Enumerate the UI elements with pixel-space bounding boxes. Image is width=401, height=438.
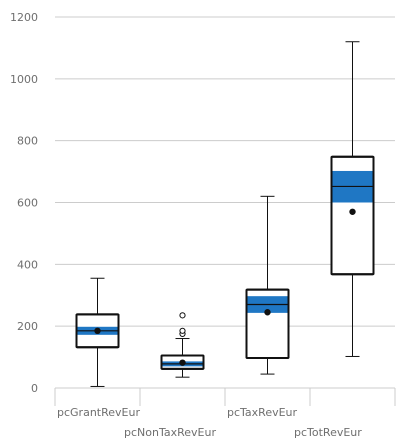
y-tick-label: 200 bbox=[17, 320, 38, 333]
x-category-label: pcTotRevEur bbox=[294, 426, 362, 438]
grid-lines bbox=[55, 16, 395, 327]
y-tick-label: 0 bbox=[31, 382, 38, 395]
x-axis: pcGrantRevEur pcNonTaxRevEur pcTaxRevEur pc… bbox=[54, 387, 396, 438]
box-pcTotRevEur bbox=[330, 41, 375, 357]
box-outline bbox=[245, 288, 290, 360]
y-tick-label: 800 bbox=[17, 135, 38, 148]
y-tick-label: 600 bbox=[17, 197, 38, 210]
y-tick-label: 1200 bbox=[10, 11, 38, 24]
mean-marker bbox=[94, 327, 101, 335]
x-category-label: pcGrantRevEur bbox=[57, 406, 140, 419]
y-tick-label: 400 bbox=[17, 258, 38, 271]
y-tick-label: 1000 bbox=[10, 73, 38, 86]
x-category-label: pcNonTaxRevEur bbox=[124, 426, 216, 438]
mean-marker bbox=[349, 208, 356, 215]
mean-marker bbox=[179, 359, 186, 366]
mean-marker bbox=[264, 309, 271, 316]
y-axis-ticks: 0 200 400 600 800 1000 1200 bbox=[10, 11, 38, 395]
box-pcTaxRevEur bbox=[245, 195, 290, 375]
outlier-point bbox=[179, 312, 186, 319]
box-outline bbox=[160, 354, 205, 370]
outlier-point bbox=[179, 327, 186, 334]
box-pcNonTaxRevEur bbox=[160, 312, 205, 378]
boxes bbox=[75, 41, 375, 387]
x-category-label: pcTaxRevEur bbox=[227, 406, 298, 419]
box-outline bbox=[330, 155, 375, 276]
box-pcGrantRevEur bbox=[75, 277, 120, 387]
